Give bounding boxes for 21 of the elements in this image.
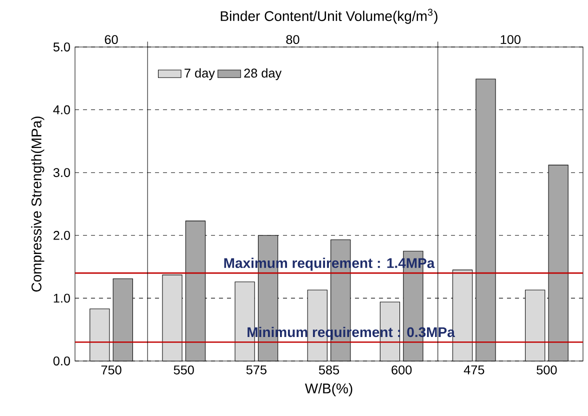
- x-axis-title: W/B(%): [304, 383, 352, 396]
- legend-label: 7 day: [184, 68, 215, 80]
- text: 60: [104, 35, 118, 44]
- y-tick-label: 3.0: [53, 168, 70, 178]
- x-tick-label: 500: [536, 365, 557, 374]
- x-tick-label: 550: [174, 365, 194, 374]
- legend-label: 28 day: [244, 68, 282, 80]
- text: 80: [286, 35, 300, 44]
- x-tick-label: 575: [246, 365, 266, 374]
- x-tick-label: 585: [318, 365, 340, 374]
- x-tick-label: 750: [101, 365, 122, 374]
- y-tick-label: 1.0: [54, 294, 70, 303]
- y-tick-label: 0.0: [53, 356, 70, 366]
- x2-axis-title: Binder Content/Unit Volume(kg/m$^{3}$): [220, 8, 438, 24]
- y-tick-label: 4.0: [53, 105, 70, 114]
- y-axis-title: Compressive Strength(MPa): [31, 116, 44, 292]
- x-tick-label: 600: [392, 365, 412, 374]
- x-tick-label: 475: [464, 365, 484, 374]
- y-tick-label: 5.0: [53, 42, 70, 52]
- text: 100: [500, 35, 520, 44]
- y-tick-label: 2.0: [54, 230, 70, 240]
